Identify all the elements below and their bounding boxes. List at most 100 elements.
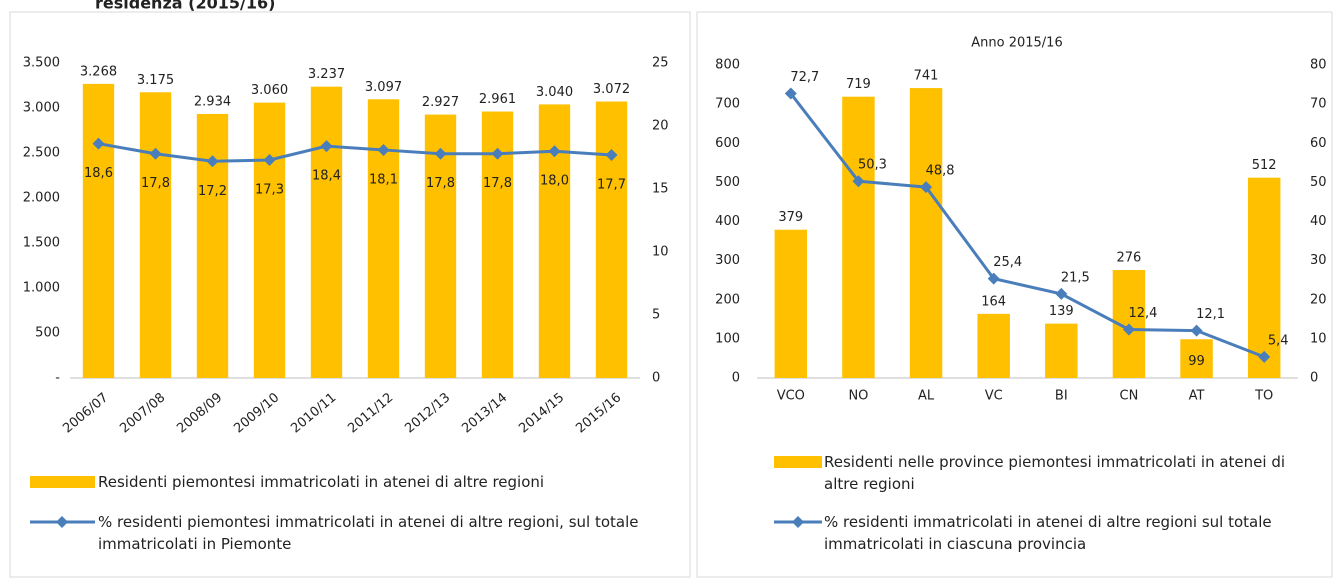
marker	[320, 140, 333, 153]
y2-tick-label: 15	[652, 182, 669, 197]
bar	[595, 101, 628, 379]
data-label: 3.097	[365, 80, 402, 95]
data-label: 2.934	[194, 94, 231, 109]
marker	[206, 155, 219, 168]
marker	[1055, 287, 1068, 300]
x-tick-label: 2006/07	[60, 390, 111, 436]
data-label: 21,5	[1061, 270, 1090, 285]
data-label: 3.268	[80, 64, 117, 79]
marker	[548, 145, 561, 158]
marker	[92, 137, 105, 150]
legend-swatch	[774, 456, 822, 468]
data-label: 3.237	[308, 67, 345, 82]
y2-tick-label: 30	[1310, 253, 1327, 268]
data-label: 2.927	[422, 95, 459, 110]
bar	[1045, 323, 1078, 378]
y-tick-label: 3.000	[23, 101, 60, 116]
chart-title: Anno 2015/16	[971, 36, 1062, 51]
y2-tick-label: 0	[652, 371, 660, 386]
marker	[377, 143, 390, 156]
data-label: 139	[1049, 304, 1074, 319]
data-label: 72,7	[790, 70, 819, 85]
data-label: 5,4	[1268, 333, 1289, 348]
data-label: 164	[981, 294, 1006, 309]
y2-tick-label: 25	[652, 56, 669, 71]
y-tick-label: 400	[715, 214, 740, 229]
x-tick-label: TO	[1254, 389, 1273, 404]
x-tick-label: 2014/15	[516, 390, 567, 436]
data-label: 18,6	[84, 166, 113, 181]
y2-tick-label: 40	[1310, 214, 1327, 229]
legend-entry: % residenti immatricolati in atenei di a…	[824, 513, 1272, 553]
line	[789, 92, 1265, 359]
data-label: 17,8	[483, 176, 512, 191]
data-label: 18,0	[540, 174, 569, 189]
x-tick-label: 2012/13	[402, 390, 453, 436]
bar	[139, 92, 172, 378]
marker	[920, 181, 933, 194]
x-tick-label: 2009/10	[231, 390, 282, 436]
data-label: 18,1	[369, 172, 398, 187]
y-tick-label: -	[55, 371, 60, 386]
data-label: 3.072	[593, 82, 630, 97]
bar	[253, 102, 286, 378]
x-tick-label: AL	[918, 389, 935, 404]
y2-tick-label: 20	[1310, 292, 1327, 307]
data-label: 3.175	[137, 73, 174, 88]
marker	[852, 175, 865, 188]
y2-tick-label: 0	[1310, 371, 1318, 386]
data-label: 17,8	[426, 176, 455, 191]
y-tick-label: 500	[715, 175, 740, 190]
data-label: 17,7	[597, 177, 626, 192]
x-tick-label: 2010/11	[288, 390, 339, 436]
y2-tick-label: 70	[1310, 97, 1327, 112]
y2-tick-label: 10	[652, 245, 669, 260]
legend-swatch	[56, 516, 68, 528]
data-label: 48,8	[926, 164, 955, 179]
data-label: 17,3	[255, 183, 284, 198]
marker	[987, 272, 1000, 285]
y-tick-label: 200	[715, 292, 740, 307]
marker	[784, 87, 797, 100]
data-label: 379	[778, 210, 803, 225]
data-label: 99	[1188, 354, 1205, 369]
marker	[1122, 323, 1135, 336]
x-tick-label: 2011/12	[345, 390, 396, 436]
x-tick-label: CN	[1120, 389, 1139, 404]
x-tick-label: VC	[985, 389, 1003, 404]
y-tick-label: 2.000	[23, 191, 60, 206]
marker	[1190, 324, 1203, 337]
y2-tick-label: 5	[652, 308, 660, 323]
data-label: 719	[846, 77, 871, 92]
x-tick-label: NO	[848, 389, 868, 404]
bar	[196, 113, 229, 378]
x-tick-label: 2015/16	[573, 390, 624, 436]
bar	[367, 99, 400, 379]
x-tick-label: 2013/14	[459, 390, 510, 436]
legend-entry: % residenti piemontesi immatricolati in …	[98, 513, 639, 553]
bar	[774, 229, 808, 378]
y-tick-label: 300	[715, 253, 740, 268]
x-tick-label: 2008/09	[174, 390, 225, 436]
data-label: 12,4	[1128, 306, 1157, 321]
data-label: 25,4	[993, 255, 1022, 270]
bar	[1247, 177, 1281, 378]
heading: residenza (2015/16)	[95, 0, 275, 13]
bar	[842, 96, 875, 378]
y2-tick-label: 60	[1310, 136, 1327, 151]
data-label: 50,3	[858, 158, 887, 173]
y-tick-label: 3.500	[23, 56, 60, 71]
legend-entry: Residenti piemontesi immatricolati in at…	[98, 473, 545, 491]
data-label: 17,2	[198, 184, 227, 199]
x-tick-label: VCO	[777, 389, 805, 404]
marker	[605, 148, 618, 161]
data-label: 17,8	[141, 176, 170, 191]
data-label: 3.040	[536, 85, 573, 100]
y-tick-label: 700	[715, 97, 740, 112]
legend-entry: Residenti nelle province piemontesi imma…	[824, 453, 1286, 493]
y2-tick-label: 20	[652, 119, 669, 134]
x-tick-label: AT	[1189, 389, 1205, 404]
y2-tick-label: 80	[1310, 58, 1327, 73]
marker	[263, 154, 276, 167]
